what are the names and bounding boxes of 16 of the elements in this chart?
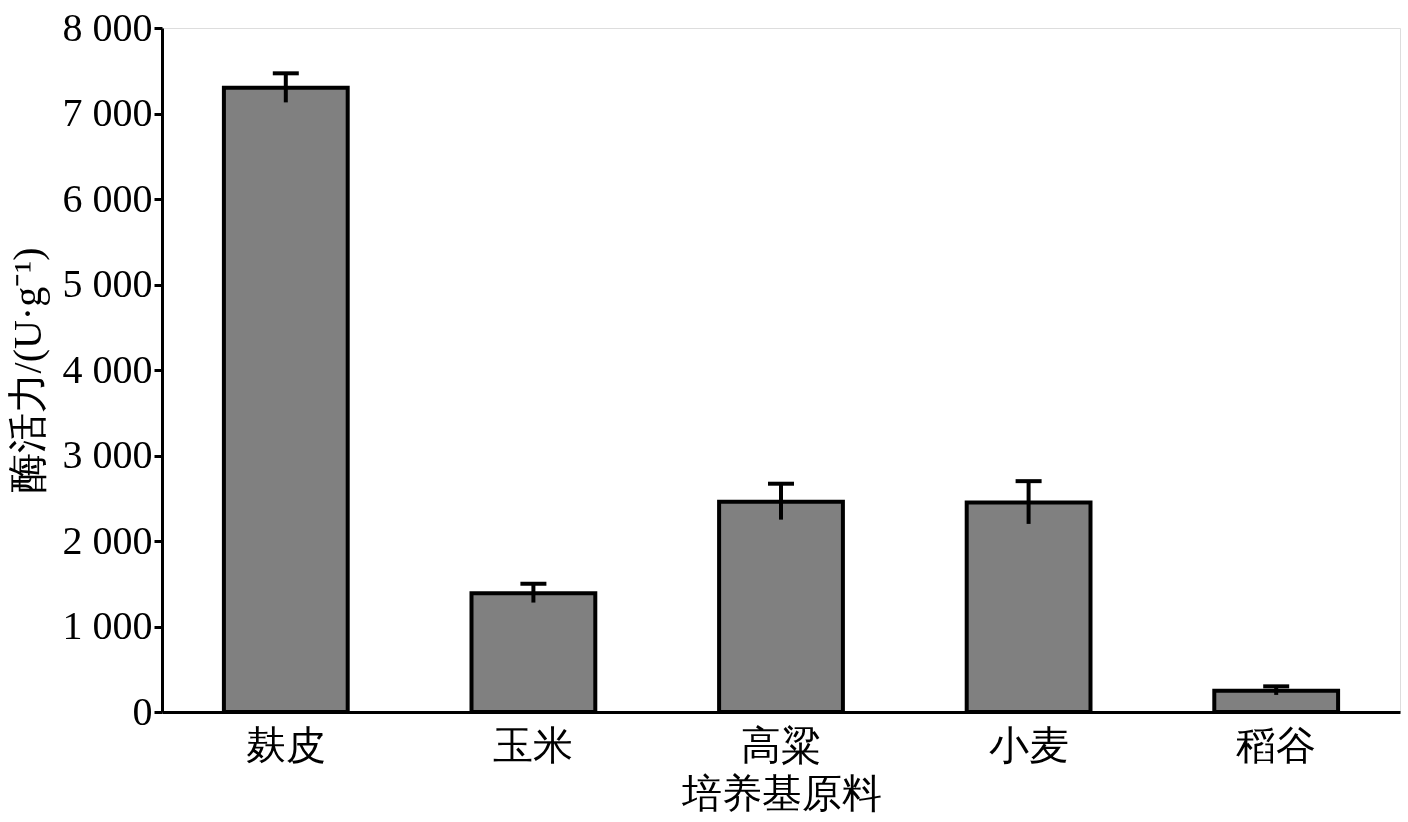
y-tick-label: 5 000	[62, 261, 153, 306]
y-tick-label: 2 000	[62, 517, 153, 563]
x-tick-label: 麸皮	[245, 722, 326, 768]
x-tick-label: 玉米	[493, 722, 574, 768]
y-tick-label: 8 000	[62, 4, 153, 50]
x-tick-label: 小麦	[988, 722, 1069, 768]
y-tick-label: 6 000	[62, 175, 153, 221]
y-tick-label: 4 000	[62, 346, 153, 392]
x-tick-label: 稻谷	[1236, 722, 1317, 768]
y-tick-label: 1 000	[62, 603, 153, 648]
y-tick-label: 3 000	[62, 432, 153, 477]
x-axis-title: 培养基原料	[680, 770, 882, 816]
y-tick-label: 7 000	[62, 90, 153, 135]
x-tick-label: 高粱	[741, 722, 821, 768]
y-tick-label: 0	[132, 688, 153, 734]
y-axis-title: 酶活力/(U·g⁻¹)	[4, 247, 50, 494]
